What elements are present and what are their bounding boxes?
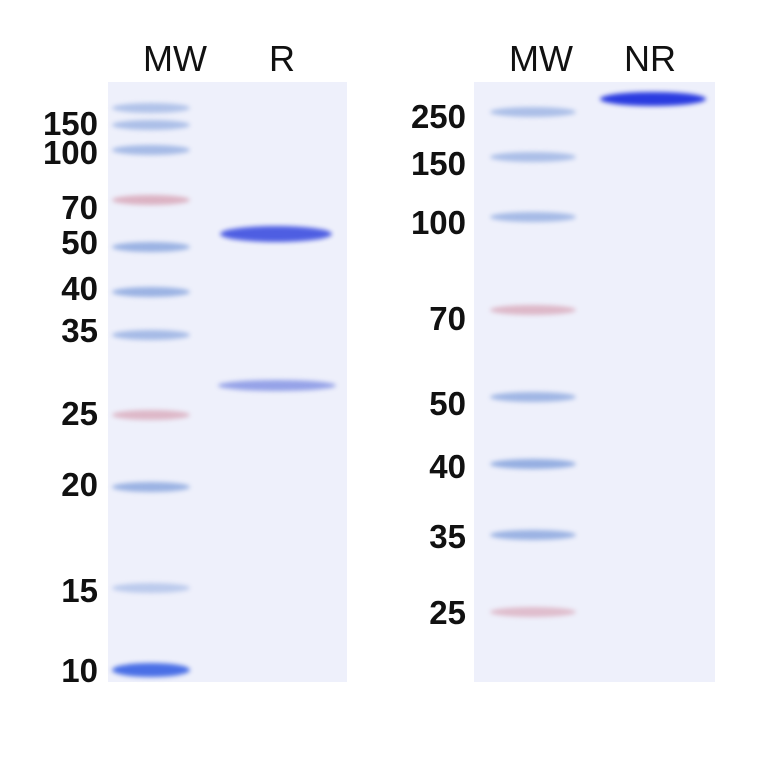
right-lane-title-nr: NR bbox=[624, 38, 676, 79]
left-sample-band-heavy-chain bbox=[220, 226, 332, 242]
left-ladder-band bbox=[112, 145, 190, 155]
right-ladder-band bbox=[490, 212, 576, 222]
right-marker-label: 40 bbox=[429, 448, 466, 485]
right-ladder-band bbox=[490, 107, 576, 117]
left-marker-label: 20 bbox=[61, 466, 98, 503]
left-ladder-band bbox=[112, 330, 190, 340]
left-marker-label: 70 bbox=[61, 189, 98, 226]
left-ladder-band bbox=[112, 242, 190, 252]
left-marker-label: 15 bbox=[61, 572, 98, 609]
right-ladder-band bbox=[490, 459, 576, 469]
left-marker-label: 35 bbox=[61, 312, 98, 349]
left-marker-label: 150 bbox=[42, 105, 98, 142]
left-ladder-band bbox=[112, 195, 190, 205]
right-marker-label: 25 bbox=[429, 594, 466, 631]
left-ladder-band bbox=[112, 287, 190, 297]
left-ladder-band bbox=[112, 103, 190, 113]
left-ladder-band bbox=[112, 120, 190, 130]
right-marker-label: 35 bbox=[429, 518, 466, 555]
left-marker-label: 40 bbox=[61, 270, 98, 307]
left-marker-label: 25 bbox=[61, 395, 98, 432]
right-ladder-band bbox=[490, 607, 576, 617]
left-marker-label: 100 bbox=[42, 134, 98, 171]
right-ladder-band bbox=[490, 392, 576, 402]
right-marker-label: 250 bbox=[410, 98, 466, 135]
left-marker-label: 50 bbox=[61, 224, 98, 261]
right-lane-title-mw: MW bbox=[509, 38, 573, 79]
left-ladder-band bbox=[112, 410, 190, 420]
left-ladder-band bbox=[112, 482, 190, 492]
right-ladder-band bbox=[490, 530, 576, 540]
right-marker-label: 70 bbox=[429, 300, 466, 337]
right-ladder-band bbox=[490, 305, 576, 315]
right-marker-label: 50 bbox=[429, 385, 466, 422]
right-ladder-band bbox=[490, 152, 576, 162]
left-sample-band-light-chain bbox=[218, 379, 336, 391]
right-gel bbox=[474, 82, 715, 682]
left-ladder-band bbox=[112, 583, 190, 593]
left-ladder-band bbox=[112, 663, 190, 677]
right-marker-label: 100 bbox=[410, 204, 466, 241]
left-lane-title-mw: MW bbox=[143, 38, 207, 79]
left-marker-label: 10 bbox=[61, 652, 98, 689]
left-lane-title-r: R bbox=[269, 38, 295, 79]
right-marker-label: 150 bbox=[410, 145, 466, 182]
right-sample-band-nr bbox=[600, 92, 706, 106]
